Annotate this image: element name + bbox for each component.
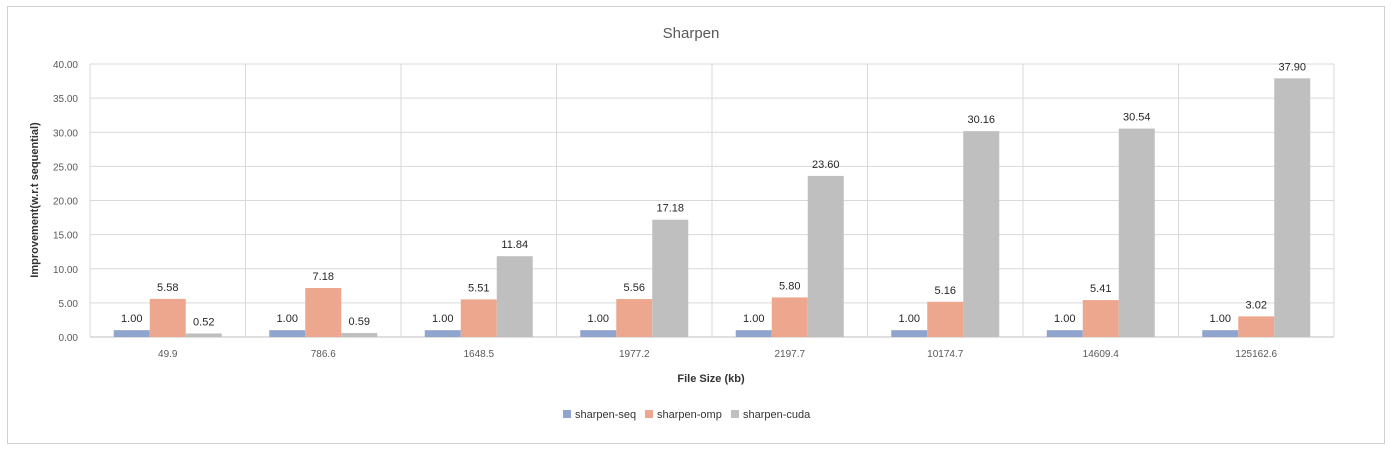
bar-sharpen-cuda xyxy=(1274,78,1311,338)
legend-label: sharpen-cuda xyxy=(743,409,811,421)
y-tick-label: 35.00 xyxy=(53,94,78,105)
y-tick-label: 20.00 xyxy=(53,197,78,208)
legend-label: sharpen-omp xyxy=(657,409,722,421)
data-label: 5.16 xyxy=(935,285,956,297)
bar-sharpen-omp xyxy=(616,299,653,337)
bar-sharpen-seq xyxy=(424,330,461,337)
x-tick-label: 14609.4 xyxy=(1083,349,1120,360)
data-label: 1.00 xyxy=(899,313,920,325)
bar-sharpen-seq xyxy=(891,330,928,337)
x-tick-label: 1977.2 xyxy=(619,349,650,360)
y-tick-label: 0.00 xyxy=(59,333,79,344)
data-label: 17.18 xyxy=(656,203,684,215)
data-label: 0.52 xyxy=(193,316,214,328)
data-label: 7.18 xyxy=(313,271,334,283)
data-label: 1.00 xyxy=(277,313,298,325)
bar-sharpen-omp xyxy=(149,298,186,337)
data-label: 5.41 xyxy=(1090,283,1111,295)
bar-sharpen-cuda xyxy=(1118,128,1155,337)
y-tick-label: 25.00 xyxy=(53,162,78,173)
x-tick-label: 49.9 xyxy=(158,349,178,360)
x-tick-label: 2197.7 xyxy=(774,349,805,360)
x-axis-ticks: 49.9 786.6 1648.5 1977.2 2197.7 10174.7 14609.… xyxy=(158,349,1278,360)
bar-sharpen-cuda xyxy=(496,256,533,337)
bar-sharpen-seq xyxy=(269,330,306,337)
y-tick-label: 15.00 xyxy=(53,231,78,242)
y-tick-label: 40.00 xyxy=(53,60,78,71)
legend: sharpen-seq sharpen-omp sharpen-cuda xyxy=(563,409,811,421)
data-label: 1.00 xyxy=(1210,313,1231,325)
x-tick-label: 10174.7 xyxy=(927,349,964,360)
bar-sharpen-seq xyxy=(113,330,150,337)
data-label: 1.00 xyxy=(588,313,609,325)
data-label: 1.00 xyxy=(743,313,764,325)
data-label: 3.02 xyxy=(1246,299,1267,311)
bar-sharpen-seq xyxy=(1202,330,1239,337)
bar-sharpen-seq xyxy=(735,330,772,337)
bar-sharpen-omp xyxy=(771,297,808,337)
bar-sharpen-cuda xyxy=(652,219,689,337)
x-axis-label: File Size (kb) xyxy=(677,373,745,385)
data-label: 5.51 xyxy=(468,282,489,294)
data-label: 30.16 xyxy=(967,114,995,126)
data-label: 5.56 xyxy=(624,282,645,294)
data-label: 0.59 xyxy=(349,316,370,328)
bar-sharpen-seq xyxy=(580,330,617,337)
data-label: 1.00 xyxy=(432,313,453,325)
data-label: 1.00 xyxy=(121,313,142,325)
bar-sharpen-cuda xyxy=(963,131,1000,337)
data-label: 5.58 xyxy=(157,282,178,294)
bar-sharpen-cuda xyxy=(807,175,844,337)
bar-sharpen-seq xyxy=(1046,330,1083,337)
x-tick-label: 125162.6 xyxy=(1235,349,1277,360)
chart-frame xyxy=(7,6,1385,444)
bar-sharpen-omp xyxy=(460,299,497,337)
y-axis-ticks: 0.00 5.00 10.00 15.00 20.00 25.00 30.00 35.00 40… xyxy=(53,60,78,344)
data-label: 23.60 xyxy=(812,159,840,171)
legend-swatch-sharpen-seq xyxy=(563,410,571,418)
bar-sharpen-omp xyxy=(1082,300,1119,337)
data-label: 1.00 xyxy=(1054,313,1075,325)
legend-swatch-sharpen-omp xyxy=(645,410,653,418)
bar-sharpen-cuda xyxy=(341,332,378,337)
legend-swatch-sharpen-cuda xyxy=(731,410,739,418)
bars xyxy=(113,78,1311,338)
bar-sharpen-omp xyxy=(305,287,342,337)
bar-sharpen-omp xyxy=(1238,316,1275,337)
x-tick-label: 1648.5 xyxy=(463,349,494,360)
y-tick-label: 30.00 xyxy=(53,128,78,139)
data-label: 11.84 xyxy=(501,239,528,251)
chart-title: Sharpen xyxy=(663,25,720,42)
data-label: 5.80 xyxy=(779,280,800,292)
data-label: 30.54 xyxy=(1123,112,1151,124)
data-labels: 1.00 5.58 0.52 1.00 7.18 0.59 1.00 5.51 11.84 1.0… xyxy=(121,61,1306,328)
bar-sharpen-cuda xyxy=(185,333,222,337)
data-label: 37.90 xyxy=(1278,61,1306,73)
y-tick-label: 5.00 xyxy=(59,299,79,310)
y-tick-label: 10.00 xyxy=(53,265,78,276)
bar-sharpen-omp xyxy=(927,301,964,337)
legend-label: sharpen-seq xyxy=(575,409,636,421)
x-tick-label: 786.6 xyxy=(311,349,336,360)
y-axis-label: Improvement(w.r.t sequential) xyxy=(29,122,41,278)
